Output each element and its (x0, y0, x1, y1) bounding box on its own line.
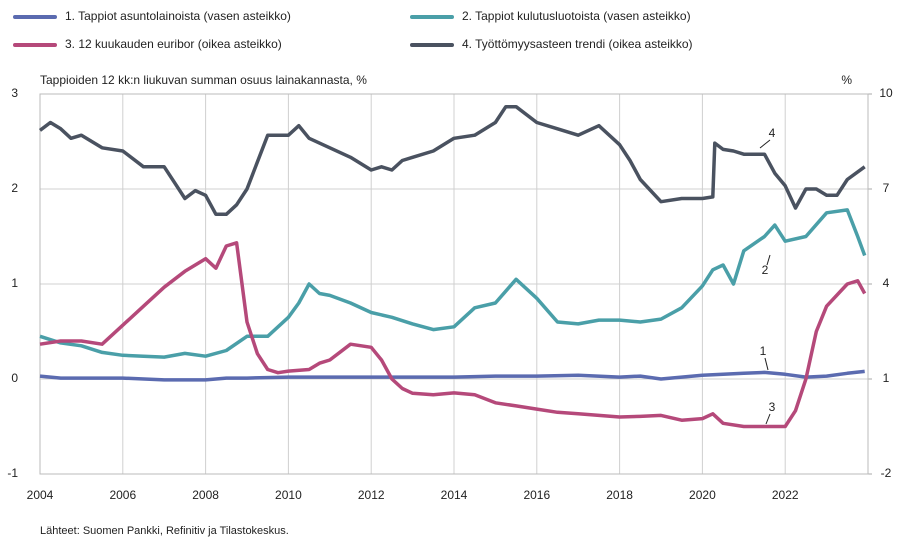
series-line (39, 369, 865, 382)
annotation: 2 (762, 263, 769, 277)
annotation: 3 (769, 400, 776, 414)
y-tick-label: 0 (11, 371, 18, 385)
y2-tick-label: -2 (881, 466, 892, 480)
y2-tick-label: 4 (883, 276, 890, 290)
series-line (38, 104, 866, 217)
legend-label: 1. Tappiot asuntolainoista (vasen asteik… (65, 9, 291, 23)
legend-label: 3. 12 kuukauden euribor (oikea asteikko) (65, 37, 282, 51)
legend-label: 4. Työttömyysasteen trendi (oikea asteik… (462, 37, 693, 51)
y-tick-label: 1 (11, 276, 18, 290)
source-note: Lähteet: Suomen Pankki, Refinitiv ja Til… (40, 525, 289, 537)
legend-label: 2. Tappiot kulutusluotoista (vasen astei… (462, 9, 691, 23)
plot-frame (39, 93, 869, 475)
annotation-leader (766, 254, 771, 266)
x-tick-label: 2006 (109, 488, 136, 502)
x-tick-label: 2012 (358, 488, 385, 502)
x-tick-label: 2022 (772, 488, 799, 502)
y2-tick-label: 7 (883, 181, 890, 195)
y-tick-label: -1 (7, 466, 18, 480)
y-tick-label: 2 (11, 181, 18, 195)
annotation: 1 (760, 344, 767, 358)
series-line (39, 241, 867, 429)
x-tick-label: 2018 (606, 488, 633, 502)
x-tick-label: 2014 (441, 488, 468, 502)
annotation-leader (764, 357, 769, 371)
series-line (39, 208, 867, 359)
y-axis-label: Tappioiden 12 kk:n liukuvan summan osuus… (40, 73, 367, 87)
x-tick-label: 2016 (523, 488, 550, 502)
y-tick-label: 3 (11, 86, 18, 100)
annotation-leader (765, 413, 771, 425)
x-tick-label: 2010 (275, 488, 302, 502)
x-tick-label: 2020 (689, 488, 716, 502)
annotation-leader (759, 139, 771, 149)
annotation: 4 (769, 126, 776, 140)
y2-tick-label: 10 (879, 86, 893, 100)
y2-tick-label: 1 (883, 371, 890, 385)
y2-axis-label: % (841, 73, 852, 87)
x-tick-label: 2008 (192, 488, 219, 502)
x-tick-label: 2004 (27, 488, 54, 502)
